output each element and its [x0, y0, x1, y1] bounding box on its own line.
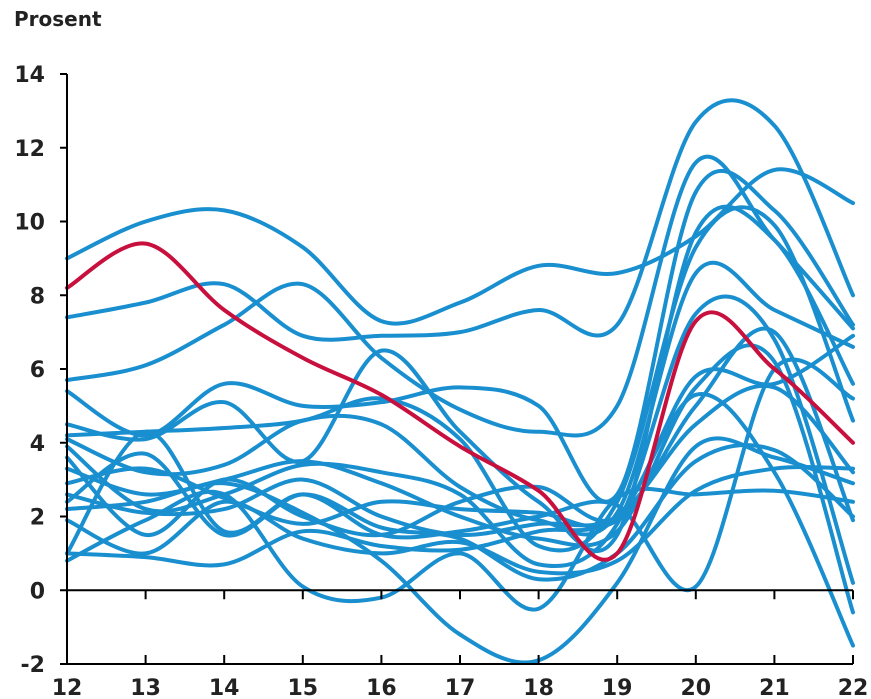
x-tick-label: 18 — [523, 676, 554, 699]
x-tick-label: 12 — [52, 676, 83, 699]
series-layer — [65, 98, 855, 665]
axes — [60, 73, 854, 665]
x-tick-label: 21 — [759, 676, 790, 699]
series-line-4 — [65, 168, 855, 504]
series-line-3 — [65, 154, 855, 438]
series-line-2 — [65, 98, 855, 342]
x-tick-label: 16 — [366, 676, 397, 699]
series-line-13 — [65, 443, 855, 582]
series-line-12 — [65, 383, 855, 537]
y-tick-label: 0 — [30, 579, 45, 604]
series-line-15 — [65, 464, 855, 576]
series-line-17 — [65, 486, 855, 612]
y-tick-label: 14 — [14, 63, 45, 88]
x-tick-label: 15 — [287, 676, 318, 699]
y-tick-label: 8 — [30, 284, 45, 309]
y-unit-label: Prosent — [14, 7, 102, 31]
x-tick-label: 14 — [209, 676, 240, 699]
x-tick-label: 20 — [680, 676, 711, 699]
y-tick-label: 12 — [14, 137, 45, 162]
tick-labels: -2 0 2 4 6 8 10 12 14 12 13 14 15 16 17 18 19 20 21 22 — [14, 63, 868, 699]
y-tick-label: 4 — [30, 432, 45, 457]
series-line-16 — [65, 357, 855, 592]
series-line-1 — [65, 167, 855, 326]
series-line-14 — [65, 436, 855, 665]
x-tick-label: 22 — [838, 676, 869, 699]
y-tick-label: 6 — [30, 358, 45, 383]
y-tick-label: 2 — [30, 506, 45, 531]
series-line-6 — [65, 205, 855, 553]
y-tick-label: -2 — [21, 653, 45, 678]
x-tick-label: 13 — [130, 676, 161, 699]
series-line-7 — [65, 260, 855, 537]
series-line-highlighted — [65, 241, 855, 562]
series-line-8 — [65, 294, 855, 585]
x-tick-label: 19 — [602, 676, 633, 699]
y-tick-label: 10 — [14, 211, 45, 236]
x-tick-label: 17 — [445, 676, 476, 699]
series-line-18 — [65, 391, 855, 648]
series-line-9 — [65, 333, 855, 538]
series-line-5 — [65, 204, 855, 553]
